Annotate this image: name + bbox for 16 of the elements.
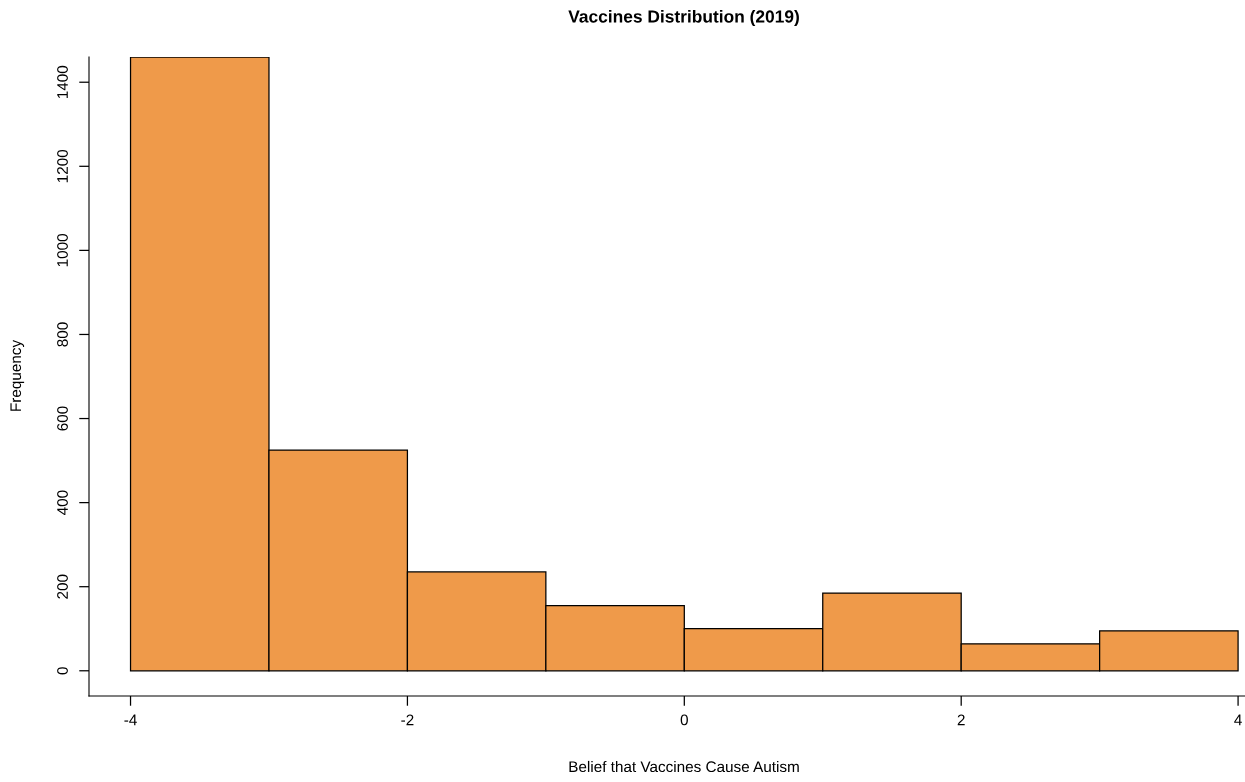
y-tick-label: 600 xyxy=(57,406,68,431)
y-tick-label: 1000 xyxy=(57,233,68,267)
x-tick-label: -2 xyxy=(401,714,414,726)
x-tick-label: 0 xyxy=(680,714,688,726)
x-axis-title: Belief that Vaccines Cause Autism xyxy=(569,760,799,773)
y-tick-label: 800 xyxy=(57,322,68,347)
x-tick-label: -4 xyxy=(124,714,137,726)
x-tick-label: 2 xyxy=(957,714,965,726)
x-tick-label: 4 xyxy=(1234,714,1242,726)
chart-title: Vaccines Distribution (2019) xyxy=(568,9,799,27)
y-tick-label: 200 xyxy=(57,574,68,599)
y-tick-label: 400 xyxy=(57,490,68,516)
y-axis-title: Frequency xyxy=(10,339,25,411)
y-tick-label: 0 xyxy=(57,667,68,675)
y-tick-label: 1400 xyxy=(57,65,68,99)
y-tick-label: 1200 xyxy=(57,149,68,183)
